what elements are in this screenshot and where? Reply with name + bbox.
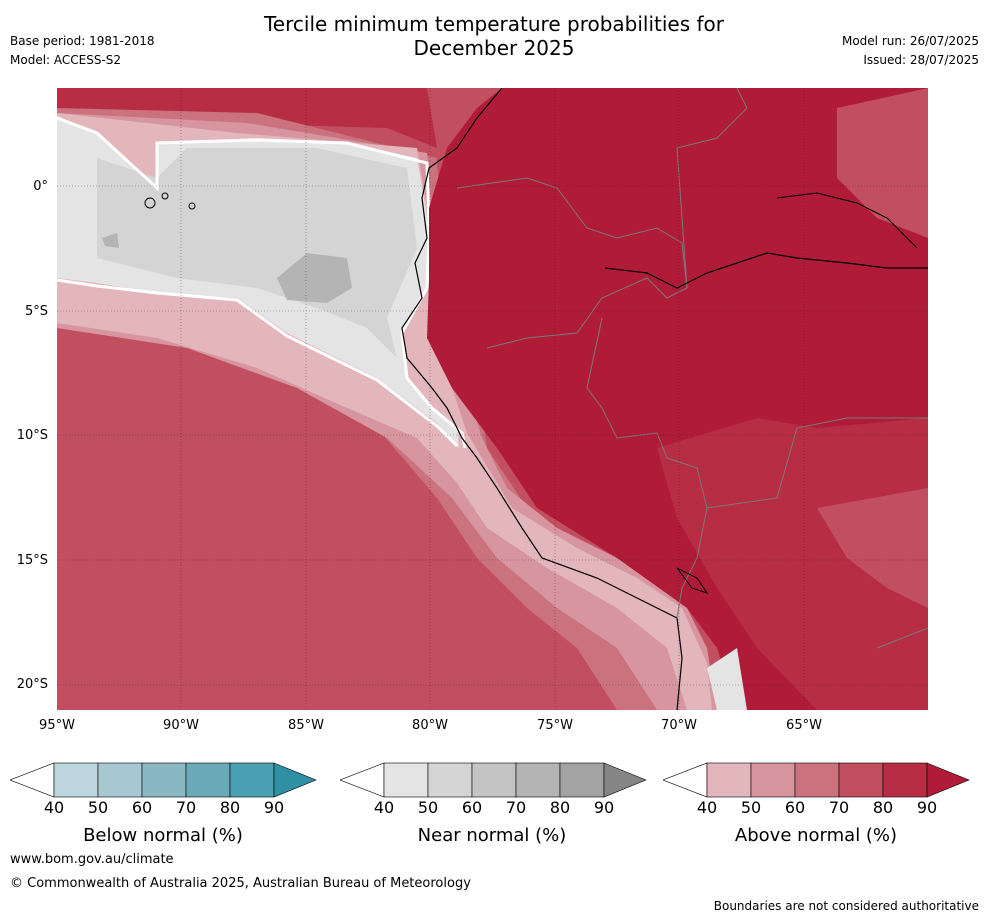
cb-near-tick: 50 (417, 798, 439, 817)
rio-negro (776, 192, 918, 249)
border-ecuador-peru (456, 177, 688, 349)
lat-label-20s: 20°S (16, 677, 48, 692)
near-normal-small (102, 233, 119, 248)
cb-near-80 (559, 762, 605, 798)
colorbar-near (340, 762, 647, 798)
cb-near-tick: 90 (593, 798, 615, 817)
cb-near-70 (515, 762, 561, 798)
cb-above-max (926, 762, 970, 798)
coastline (401, 88, 683, 710)
lon-label-95w: 95°W (39, 718, 75, 733)
cb-above-tick: 50 (740, 798, 762, 817)
cb-above-50 (750, 762, 796, 798)
lat-label-15s: 15°S (16, 553, 48, 568)
gridlines (57, 88, 928, 710)
website-link[interactable]: www.bom.gov.au/climate (10, 852, 174, 867)
galapagos-island-2 (161, 192, 169, 200)
cb-below-tick: 70 (175, 798, 197, 817)
title-line-1: Tercile minimum temperature probabilitie… (263, 12, 725, 36)
galapagos-island-1 (144, 197, 156, 209)
colorbar-above (663, 762, 970, 798)
cb-below-min (10, 762, 55, 798)
lon-label-75w: 75°W (537, 718, 573, 733)
probability-map (57, 88, 928, 710)
cb-below-40 (53, 762, 99, 798)
disclaimer-text: Boundaries are not considered authoritat… (713, 899, 979, 913)
border-paraguay (876, 627, 928, 649)
map-svg (57, 88, 928, 710)
colorbar-below (10, 762, 317, 798)
map-title: Tercile minimum temperature probabilitie… (0, 12, 988, 60)
lat-label-10s: 10°S (16, 428, 48, 443)
cb-below-70 (185, 762, 231, 798)
lat-label-5s: 5°S (24, 304, 48, 319)
cb-near-60 (471, 762, 517, 798)
cb-above-tick: 60 (784, 798, 806, 817)
cb-above-tick: 90 (916, 798, 938, 817)
cb-above-tick: 70 (828, 798, 850, 817)
near-normal-altiplano (707, 648, 747, 710)
cb-below-max (273, 762, 317, 798)
cb-near-min (340, 762, 385, 798)
boundary-line-north (57, 116, 467, 449)
model-name: Model: ACCESS-S2 (10, 53, 122, 67)
near-normal-70 (277, 253, 352, 303)
lat-label-0: 0° (33, 179, 48, 194)
cb-above-60 (794, 762, 840, 798)
galapagos-island-3 (188, 202, 196, 210)
cb-below-tick: 90 (263, 798, 285, 817)
copyright-text: © Commonwealth of Australia 2025, Austra… (10, 876, 471, 891)
model-run: Model run: 26/07/2025 (841, 34, 979, 48)
land-patch-north-east (837, 88, 928, 238)
lon-label-80w: 80°W (412, 718, 448, 733)
border-bolivia-brazil (706, 417, 928, 509)
cb-near-tick: 40 (373, 798, 395, 817)
above-normal-label: Above normal (%) (734, 825, 898, 846)
lake-titicaca (676, 567, 709, 594)
cb-above-min (663, 762, 708, 798)
cb-near-max (603, 762, 647, 798)
land-patch-south (657, 418, 928, 710)
cb-above-70 (838, 762, 884, 798)
cb-above-tick: 40 (696, 798, 718, 817)
cb-near-tick: 60 (461, 798, 483, 817)
cb-above-tick: 80 (872, 798, 894, 817)
near-normal-label: Near normal (%) (417, 825, 567, 846)
cb-below-tick: 60 (131, 798, 153, 817)
cb-above-40 (706, 762, 752, 798)
cb-near-40 (383, 762, 429, 798)
lon-label-65w: 65°W (786, 718, 822, 733)
issued-date: Issued: 28/07/2025 (863, 53, 979, 67)
lon-label-90w: 90°W (163, 718, 199, 733)
cb-near-50 (427, 762, 473, 798)
cb-below-tick: 40 (43, 798, 65, 817)
boundary-line-south (57, 278, 459, 448)
cb-above-80 (882, 762, 928, 798)
cb-below-80 (229, 762, 275, 798)
near-normal-50 (97, 148, 417, 358)
lon-label-70w: 70°W (661, 718, 697, 733)
cb-below-50 (97, 762, 143, 798)
cb-near-tick: 80 (549, 798, 571, 817)
land-patch-south-east (817, 488, 928, 608)
lon-label-85w: 85°W (288, 718, 324, 733)
base-period: Base period: 1981-2018 (10, 34, 155, 48)
border-peru-bolivia (586, 317, 708, 619)
title-line-2: December 2025 (413, 36, 575, 60)
cb-below-tick: 50 (87, 798, 109, 817)
cb-below-60 (141, 762, 187, 798)
meta-right: Model run: 26/07/2025 Issued: 28/07/2025 (842, 32, 979, 70)
border-colombia-brazil (676, 88, 748, 289)
cb-below-tick: 80 (219, 798, 241, 817)
meta-left: Base period: 1981-2018 Model: ACCESS-S2 (10, 32, 155, 70)
amazon-river (604, 252, 928, 289)
below-normal-label: Below normal (%) (83, 825, 243, 846)
cb-near-tick: 70 (505, 798, 527, 817)
